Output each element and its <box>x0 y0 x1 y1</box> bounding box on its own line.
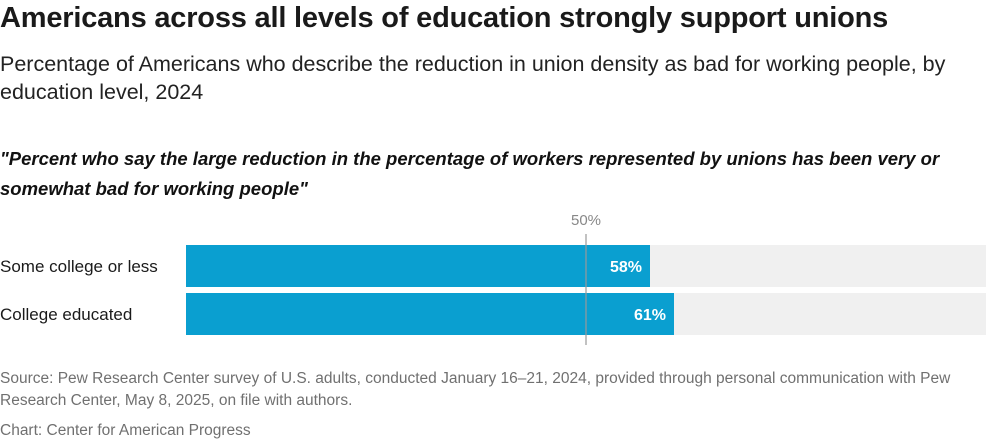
category-label: College educated <box>0 305 132 324</box>
bar-chart: Some college or less 58% College educated 6… <box>0 212 986 345</box>
survey-question: "Percent who say the large reduction in … <box>0 148 940 199</box>
category-label: Some college or less <box>0 257 158 276</box>
bar <box>186 245 650 287</box>
chart-subtitle: Percentage of Americans who describe the… <box>0 52 946 104</box>
data-label: 58% <box>610 259 642 276</box>
source-note: Source: Pew Research Center survey of U.… <box>0 370 951 409</box>
chart-title: Americans across all levels of education… <box>0 2 889 34</box>
bar <box>186 293 674 335</box>
chart-credit: Chart: Center for American Progress <box>0 422 251 439</box>
reference-label: 50% <box>571 212 601 229</box>
data-label: 61% <box>634 307 666 324</box>
